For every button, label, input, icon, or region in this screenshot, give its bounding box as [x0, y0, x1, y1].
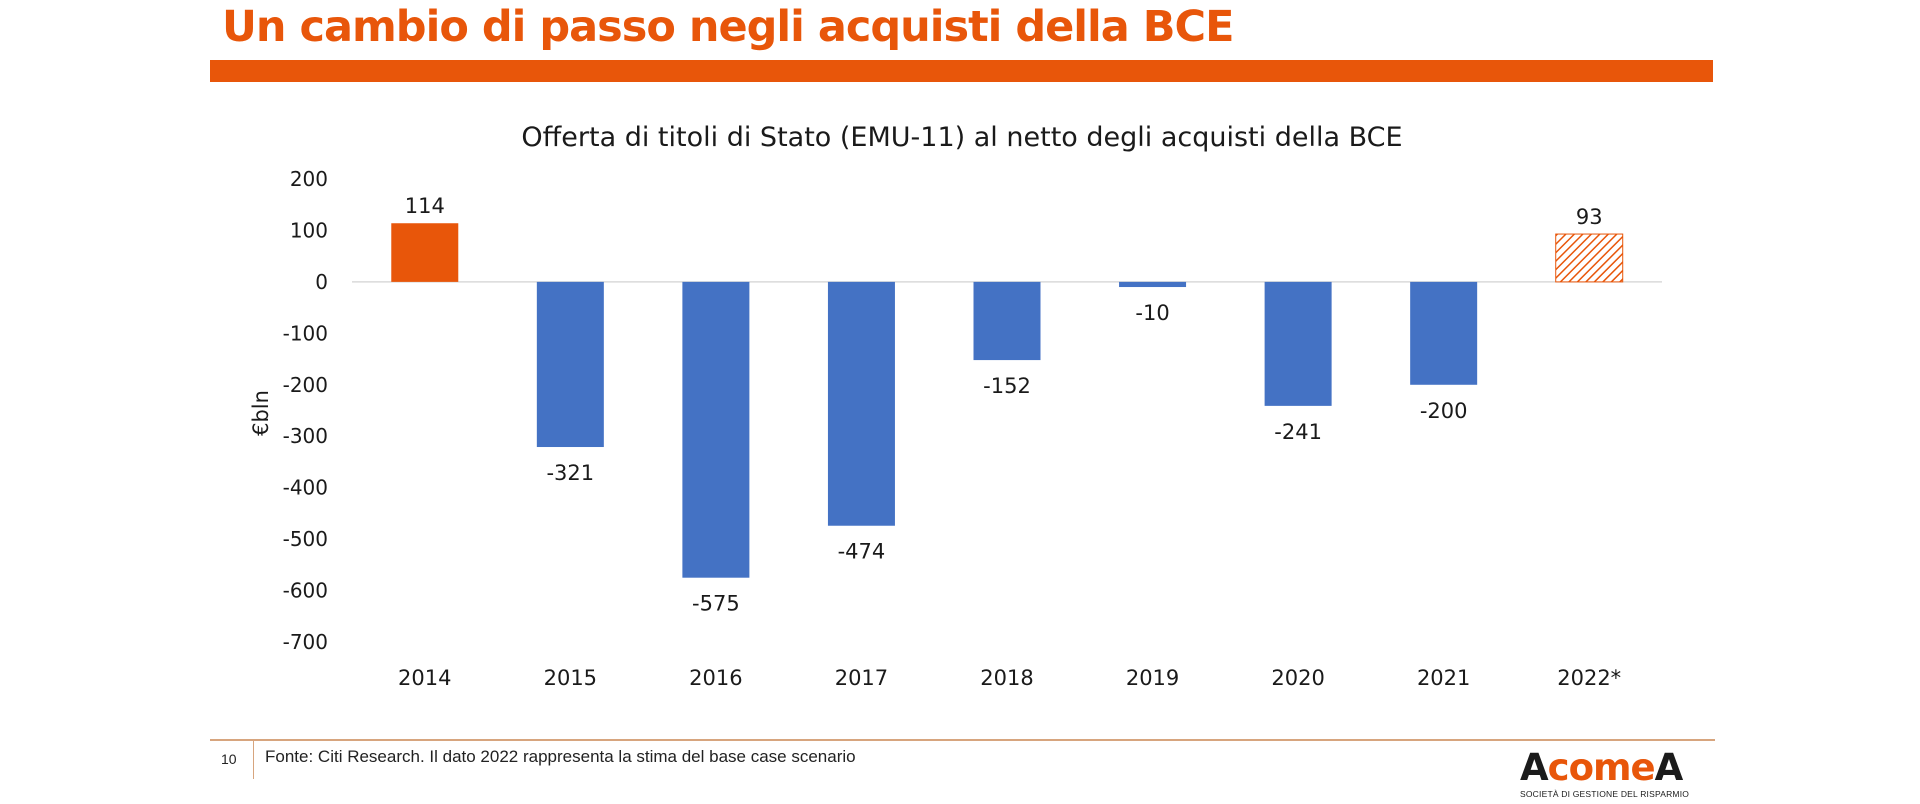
logo-part-3: A: [1654, 746, 1684, 789]
x-tick-label: 2014: [398, 666, 451, 690]
bar-2020: [1264, 281, 1332, 406]
x-axis-ticks: 2014 2015 2016 2017 2018 2019 2020 2021 2022*: [398, 666, 1621, 690]
bar-2022: [1555, 233, 1624, 283]
logo-tagline: SOCIETÀ DI GESTIONE DEL RISPARMIO: [1520, 789, 1690, 799]
acomea-logo: AcomeA SOCIETÀ DI GESTIONE DEL RISPARMIO: [1520, 748, 1700, 802]
bars: [391, 223, 1624, 578]
bar-2015: [536, 281, 604, 448]
data-label: -200: [1420, 399, 1468, 423]
y-tick-label: -200: [283, 373, 328, 397]
y-axis-ticks: 200 100 0 -100 -200 -300 -400 -500 -600 -700: [283, 167, 328, 654]
data-label: -152: [983, 374, 1031, 398]
page-number: 10: [221, 751, 237, 767]
logo-part-1: A: [1520, 746, 1549, 789]
y-tick-label: -300: [283, 424, 328, 448]
data-label: 93: [1576, 205, 1603, 229]
y-tick-label: -700: [283, 630, 328, 654]
slide-title: Un cambio di passo negli acquisti della …: [222, 2, 1234, 52]
logo-wordmark: AcomeA: [1520, 748, 1700, 788]
x-tick-label: 2020: [1271, 666, 1324, 690]
title-accent-bar: [210, 60, 1713, 82]
y-tick-label: -500: [283, 527, 328, 551]
bar-2018: [973, 281, 1041, 361]
y-axis-label: €bln: [249, 390, 273, 436]
data-label: 114: [405, 194, 445, 218]
x-tick-label: 2018: [980, 666, 1033, 690]
footer-rule: [210, 739, 1715, 741]
chart-title: Offerta di titoli di Stato (EMU-11) al n…: [521, 122, 1402, 153]
y-tick-label: 0: [315, 270, 328, 294]
x-tick-label: 2021: [1417, 666, 1470, 690]
source-note: Fonte: Citi Research. Il dato 2022 rappr…: [265, 747, 856, 766]
data-label: -241: [1274, 420, 1322, 444]
bar-2014: [391, 223, 459, 282]
footer-divider: [253, 741, 254, 779]
y-tick-label: -400: [283, 476, 328, 500]
bar-2017: [827, 281, 895, 526]
bar-chart: Offerta di titoli di Stato (EMU-11) al n…: [249, 122, 1662, 690]
data-label: -321: [546, 461, 594, 485]
data-label: -474: [838, 540, 886, 564]
x-tick-label: 2017: [835, 666, 888, 690]
data-labels: 114 -321 -575 -474 -152 -10 -241 -200 93: [405, 194, 1603, 615]
logo-part-2: come: [1547, 746, 1656, 789]
bar-2016: [682, 281, 750, 578]
y-tick-label: -600: [283, 579, 328, 603]
data-label: -575: [692, 592, 740, 616]
x-tick-label: 2016: [689, 666, 742, 690]
y-tick-label: -100: [283, 321, 328, 345]
x-tick-label: 2015: [544, 666, 597, 690]
y-tick-label: 100: [290, 218, 328, 242]
y-tick-label: 200: [290, 167, 328, 191]
bar-2021: [1410, 281, 1478, 385]
data-label: -10: [1135, 301, 1169, 325]
x-tick-label: 2019: [1126, 666, 1179, 690]
bar-2019: [1119, 281, 1187, 288]
x-tick-label: 2022*: [1557, 666, 1621, 690]
